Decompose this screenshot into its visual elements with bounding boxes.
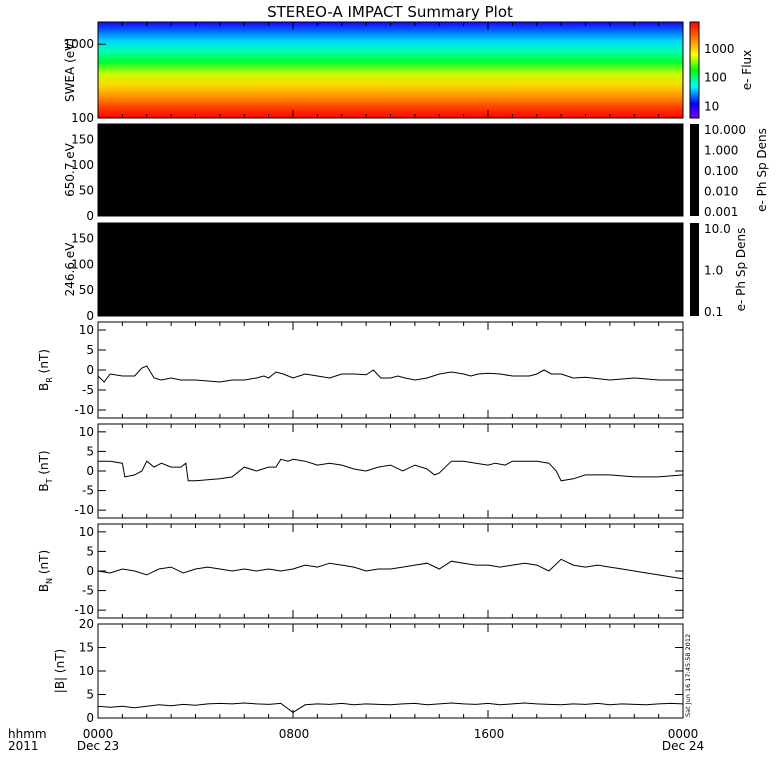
pad-colorbar-tick-2-1: 1.0 (704, 264, 723, 278)
pad-colorbar-label-1: e- Ph Sp Dens (755, 128, 769, 212)
y-tick-label-6-1: 15 (79, 641, 94, 655)
pad-colorbar-tick-2-2: 0.1 (704, 305, 723, 319)
y-axis-label-3: BR (nT) (37, 349, 54, 391)
y-tick-label-4-1: 5 (86, 444, 94, 458)
pad-y-tick-label-1-0: 150 (71, 132, 94, 146)
panel-frame-6 (97, 623, 684, 719)
x-tick-label-2: 1600 (474, 727, 505, 741)
pad-y-tick-label-2-2: 50 (79, 283, 94, 297)
series-line-bn (97, 558, 684, 580)
pad-colorbar-tick-1-4: 0.001 (704, 205, 738, 219)
panel-frame-5 (97, 523, 684, 619)
pad-y-tick-label-2-0: 150 (71, 232, 94, 246)
y-tick-label-6-2: 10 (79, 664, 94, 678)
y-tick-label-5-1: 5 (86, 544, 94, 558)
timestamp: Sat Jun 16 17:45:58 2012 (684, 634, 692, 717)
y-tick-label-4-2: 0 (86, 464, 94, 478)
flux-colorbar-tick-2: 10 (704, 99, 719, 113)
y-tick-label-6-4: 0 (86, 711, 94, 725)
pad-colorbar-tick-1-3: 0.010 (704, 185, 738, 199)
y-axis-label-2: 246.6 eV (63, 242, 77, 297)
series-line-br (97, 365, 683, 383)
pad-colorbar-1 (690, 124, 699, 216)
x-date-label-0: Dec 23 (77, 739, 119, 753)
pad-colorbar-label-2: e- Ph Sp Dens (734, 228, 748, 312)
y-axis-label-4: BT (nT) (37, 450, 54, 491)
x-date-label-3: Dec 24 (662, 739, 704, 753)
plot-title: STEREO-A IMPACT Summary Plot (267, 3, 513, 21)
pad-colorbar-tick-2-0: 10.0 (704, 222, 731, 236)
y-tick-label-4-0: 10 (79, 425, 94, 439)
x-tick-label-3: 0000 (668, 727, 699, 741)
y-tick-label-5-3: -5 (82, 584, 94, 598)
panel-frame-4 (97, 423, 684, 519)
hhmm-label: hhmm (8, 727, 47, 741)
year-label: 2011 (8, 739, 39, 753)
y-tick-label-5-4: -10 (74, 603, 94, 617)
y-tick-label-6-3: 5 (86, 688, 94, 702)
y-tick-label-6-0: 20 (79, 617, 94, 631)
y-axis-label-0: SWEA (eV) (63, 38, 77, 102)
y-tick-label-5-2: 0 (86, 564, 94, 578)
flux-colorbar (689, 21, 700, 119)
pad-colorbar-2 (690, 223, 699, 316)
pad-fill-2 (98, 223, 683, 316)
y-tick-label-3-3: -5 (82, 383, 94, 397)
y-axis-label-5: BN (nT) (37, 550, 54, 592)
swea-y-tick-label-1: 100 (71, 111, 94, 125)
y-tick-label-3-0: 10 (79, 323, 94, 337)
series-line-bt (98, 458, 684, 482)
flux-colorbar-label: e- Flux (740, 50, 754, 90)
pad-y-tick-label-1-1: 100 (71, 158, 94, 172)
x-tick-label-1: 0800 (279, 727, 310, 741)
panel-frame-3 (97, 321, 684, 419)
y-tick-label-4-3: -5 (82, 484, 94, 498)
pad-fill-1 (98, 124, 683, 216)
y-tick-label-3-4: -10 (74, 403, 94, 417)
y-axis-label-1: 650.7 eV (63, 142, 77, 197)
swea-y-tick-label-0: 1000 (63, 37, 94, 51)
pad-y-tick-label-1-2: 50 (79, 183, 94, 197)
flux-colorbar-tick-1: 100 (704, 71, 727, 85)
y-tick-label-5-0: 10 (79, 525, 94, 539)
pad-y-tick-label-1-3: 0 (86, 209, 94, 223)
pad-colorbar-tick-1-2: 0.100 (704, 164, 738, 178)
y-tick-label-4-4: -10 (74, 503, 94, 517)
y-tick-label-3-2: 0 (86, 363, 94, 377)
pad-y-tick-label-2-3: 0 (86, 309, 94, 323)
pad-colorbar-tick-1-1: 1.000 (704, 144, 738, 158)
flux-colorbar-tick-0: 1000 (704, 42, 735, 56)
x-tick-label-0: 0000 (83, 727, 114, 741)
pad-colorbar-tick-1-0: 10.000 (704, 123, 746, 137)
y-tick-label-3-1: 5 (86, 343, 94, 357)
series-line-btot (97, 702, 684, 714)
spectrogram-fill (98, 22, 683, 118)
pad-y-tick-label-2-1: 100 (71, 257, 94, 271)
y-axis-label-6: |B| (nT) (53, 649, 67, 693)
